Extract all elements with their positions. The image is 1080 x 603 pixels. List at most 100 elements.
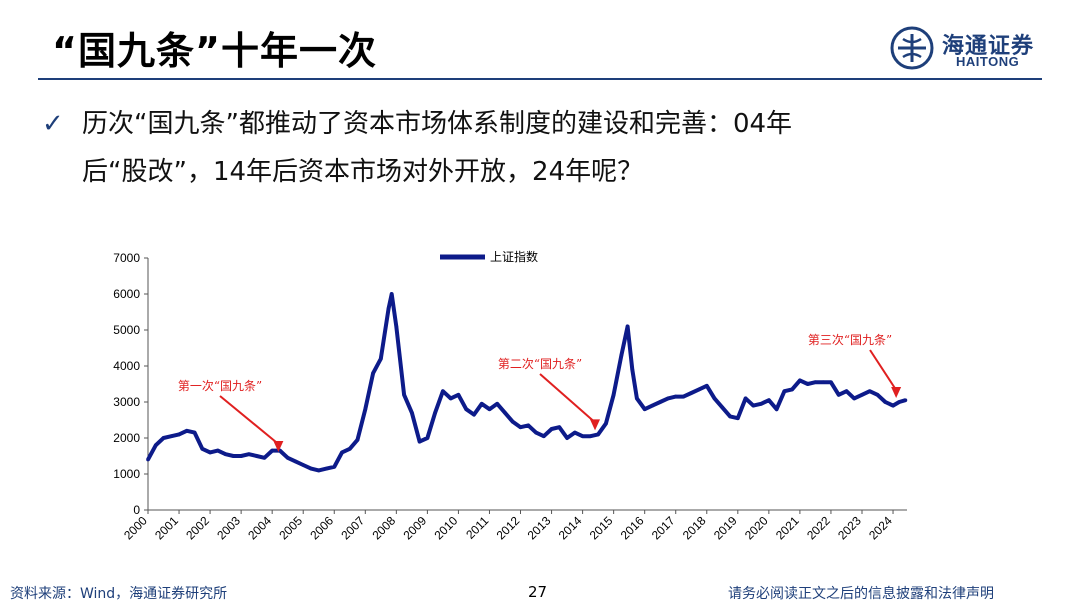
data-point — [860, 393, 864, 397]
data-point — [712, 396, 717, 401]
data-point — [767, 398, 771, 402]
data-point — [441, 389, 445, 393]
data-point — [309, 466, 313, 471]
data-point — [897, 400, 902, 404]
x-tick-label: 2012 — [494, 513, 523, 542]
data-point — [192, 430, 197, 435]
bullet-point: ✓ 历次“国九条”都推动了资本市场体系制度的建设和完善：04年 后“股改”，14… — [42, 100, 1042, 196]
data-point — [161, 436, 166, 440]
x-tick-label: 2004 — [245, 513, 274, 542]
data-point — [386, 306, 391, 311]
data-point — [355, 438, 360, 442]
logo-english-text: HAITONG — [956, 54, 1020, 69]
data-point — [658, 400, 663, 404]
data-point — [153, 443, 158, 447]
data-point — [821, 380, 825, 384]
data-point — [231, 454, 236, 458]
x-tick-label: 2008 — [369, 513, 398, 542]
data-point — [185, 429, 189, 433]
x-tick-label: 2020 — [742, 513, 771, 542]
x-tick-label: 2011 — [463, 513, 491, 541]
annotation-arrow-shaft — [219, 395, 280, 445]
annotation-arrow-head — [273, 441, 284, 452]
data-point — [704, 384, 709, 388]
data-point — [642, 407, 647, 411]
data-point — [805, 382, 810, 386]
x-tick-label: 2016 — [618, 513, 647, 542]
data-point — [720, 405, 725, 410]
check-icon: ✓ — [42, 109, 64, 139]
data-point — [728, 414, 732, 419]
data-point — [697, 387, 701, 392]
data-point — [681, 394, 686, 399]
data-point — [774, 407, 779, 411]
data-point — [891, 403, 895, 408]
x-tick-label: 2021 — [773, 513, 802, 542]
company-logo: 海通证券 HAITONG — [890, 22, 1050, 74]
data-point — [625, 324, 630, 329]
data-point — [798, 378, 802, 383]
data-point — [239, 454, 243, 458]
data-point — [635, 396, 639, 401]
data-point — [903, 398, 908, 402]
x-tick-label: 2007 — [338, 513, 367, 542]
data-point — [588, 434, 593, 438]
data-point — [836, 393, 841, 397]
data-point — [844, 389, 849, 393]
annotation-arrow-shaft — [869, 349, 897, 391]
data-point — [247, 452, 251, 456]
x-tick-label: 2006 — [307, 513, 336, 542]
y-tick-label: 6000 — [113, 287, 140, 301]
data-point — [433, 411, 437, 415]
x-tick-label: 2019 — [711, 513, 740, 542]
bullet-line-1: 历次“国九条”都推动了资本市场体系制度的建设和完善：04年 — [82, 109, 793, 139]
data-point — [363, 407, 368, 411]
x-tick-label: 2024 — [866, 513, 895, 542]
data-point — [650, 403, 655, 408]
data-point — [394, 324, 399, 329]
data-point — [410, 411, 414, 415]
data-point — [619, 353, 624, 357]
annotation-arrow-head — [590, 419, 601, 431]
data-point — [503, 411, 507, 415]
data-point — [673, 394, 678, 399]
data-point — [479, 402, 484, 406]
data-point — [200, 447, 205, 451]
data-point — [371, 371, 375, 375]
x-tick-label: 2014 — [556, 513, 585, 542]
data-point — [472, 412, 476, 417]
data-point — [293, 459, 298, 464]
data-point — [270, 448, 274, 453]
footer-source: 资料来源：Wind，海通证券研究所 — [10, 586, 228, 602]
data-point — [389, 292, 394, 296]
x-tick-label: 2010 — [432, 513, 461, 542]
y-tick-label: 3000 — [113, 395, 140, 409]
x-tick-label: 2009 — [400, 513, 429, 542]
data-point — [495, 402, 500, 406]
data-point — [689, 391, 694, 395]
bullet-line-2: 后“股改”，14年后资本市场对外开放，24年呢？ — [82, 157, 644, 187]
data-point — [875, 393, 880, 397]
y-tick-label: 1000 — [113, 467, 140, 481]
data-point — [254, 454, 259, 458]
data-point — [456, 393, 461, 397]
x-tick-label: 2023 — [835, 513, 864, 542]
legend-label: 上证指数 — [490, 249, 538, 264]
annotation-label: 第三次“国九条” — [808, 333, 892, 347]
data-point — [666, 396, 670, 401]
y-tick-label: 4000 — [113, 359, 140, 373]
data-point — [534, 430, 538, 435]
data-point — [604, 421, 608, 426]
data-point — [324, 466, 329, 471]
data-point — [208, 450, 212, 455]
data-point — [340, 450, 344, 455]
data-point — [448, 396, 453, 401]
data-point — [417, 439, 422, 444]
data-point — [518, 425, 523, 429]
data-point — [425, 436, 430, 440]
data-point — [510, 420, 515, 424]
logo-chinese-text: 海通证券 — [942, 33, 1035, 59]
x-tick-label: 2001 — [152, 513, 181, 542]
data-point — [743, 396, 748, 401]
